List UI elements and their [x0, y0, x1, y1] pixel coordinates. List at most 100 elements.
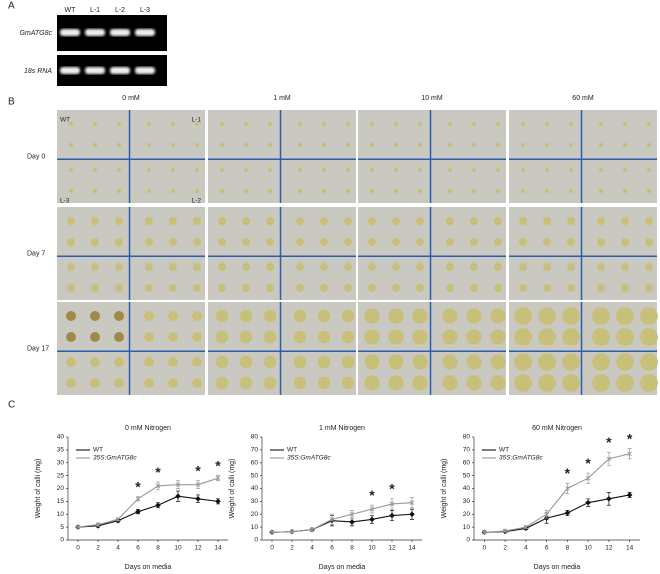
- callus: [544, 167, 550, 173]
- callus: [494, 284, 502, 292]
- callus: [369, 167, 375, 173]
- callus: [239, 355, 253, 369]
- series-line: [77, 495, 219, 528]
- callus: [115, 263, 123, 271]
- callus: [116, 142, 122, 148]
- callus: [368, 284, 376, 292]
- callus: [116, 121, 122, 127]
- callus: [592, 374, 610, 392]
- callus: [90, 357, 100, 367]
- callus: [597, 263, 605, 271]
- callus: [263, 330, 277, 344]
- callus: [621, 238, 629, 246]
- callus: [66, 332, 76, 342]
- gel-band: [60, 67, 80, 74]
- callus: [91, 238, 99, 246]
- callus: [215, 376, 229, 390]
- y-tick-label: 40: [463, 485, 471, 492]
- gel-row-label: GmATG8c: [19, 30, 52, 37]
- marker: [606, 496, 612, 502]
- marker: [135, 508, 141, 515]
- y-tick-label: 25: [57, 472, 65, 479]
- callus: [470, 263, 478, 271]
- y-tick-label: 0: [254, 537, 258, 544]
- callus: [471, 121, 477, 127]
- y-tick-label: 70: [463, 447, 471, 454]
- callus: [67, 263, 75, 271]
- plate-photo: [509, 110, 657, 203]
- series-line: [77, 477, 219, 528]
- callus: [442, 308, 458, 324]
- plate-label: L-2: [192, 198, 202, 205]
- x-tick-label: 14: [626, 545, 634, 552]
- lane-label: L-3: [140, 7, 150, 14]
- callus: [446, 263, 454, 271]
- marker: [626, 492, 633, 498]
- callus: [538, 353, 556, 371]
- marker: [482, 529, 487, 535]
- callus: [538, 307, 556, 325]
- lane-label: L-2: [115, 7, 125, 14]
- callus: [544, 121, 550, 127]
- callus: [263, 309, 277, 323]
- x-tick-label: 12: [194, 545, 202, 552]
- callus: [90, 332, 100, 342]
- callus: [115, 238, 123, 246]
- callus: [215, 330, 229, 344]
- callus: [296, 263, 304, 271]
- callus: [616, 353, 634, 371]
- column-label: 1 mM: [273, 95, 291, 102]
- callus: [344, 284, 352, 292]
- callus: [341, 376, 355, 390]
- x-tick-label: 4: [524, 545, 528, 552]
- callus: [622, 188, 628, 194]
- callus: [494, 263, 502, 271]
- callus: [495, 188, 501, 194]
- callus: [490, 308, 506, 324]
- callus: [293, 330, 307, 344]
- callus: [193, 217, 201, 225]
- callus: [514, 353, 532, 371]
- plate-photo: [57, 302, 205, 395]
- callus: [267, 142, 273, 148]
- callus: [412, 329, 428, 345]
- callus: [393, 167, 399, 173]
- y-tick-label: 20: [251, 511, 259, 518]
- callus: [218, 217, 226, 225]
- x-tick-label: 2: [290, 545, 294, 552]
- callus: [91, 284, 99, 292]
- y-tick-label: 10: [251, 524, 259, 531]
- callus: [538, 328, 556, 346]
- x-tick-label: 0: [270, 545, 274, 552]
- callus: [267, 188, 273, 194]
- callus: [447, 142, 453, 148]
- callus: [317, 355, 331, 369]
- y-axis-label: Weight of calli (mg): [441, 459, 448, 519]
- callus: [193, 263, 201, 271]
- callus: [567, 263, 575, 271]
- callus: [519, 238, 527, 246]
- callus: [568, 142, 574, 148]
- y-tick-label: 35: [57, 447, 65, 454]
- callus: [592, 307, 610, 325]
- callus: [297, 188, 303, 194]
- legend-label: WT: [499, 447, 509, 454]
- plate-label: L-3: [60, 198, 70, 205]
- callus: [144, 332, 154, 342]
- callus: [90, 311, 100, 321]
- callus: [219, 142, 225, 148]
- x-tick-label: 2: [503, 545, 507, 552]
- chart-title: 0 mM Nitrogen: [125, 425, 171, 432]
- y-tick-label: 80: [463, 434, 471, 441]
- callus: [490, 329, 506, 345]
- callus: [369, 188, 375, 194]
- callus: [68, 188, 74, 194]
- callus: [344, 263, 352, 271]
- marker: [389, 501, 395, 507]
- column-label: 60 mM: [572, 95, 594, 102]
- callus: [519, 217, 527, 225]
- callus: [194, 188, 200, 194]
- plate-label: L-1: [192, 117, 202, 124]
- callus: [145, 238, 153, 246]
- callus: [239, 330, 253, 344]
